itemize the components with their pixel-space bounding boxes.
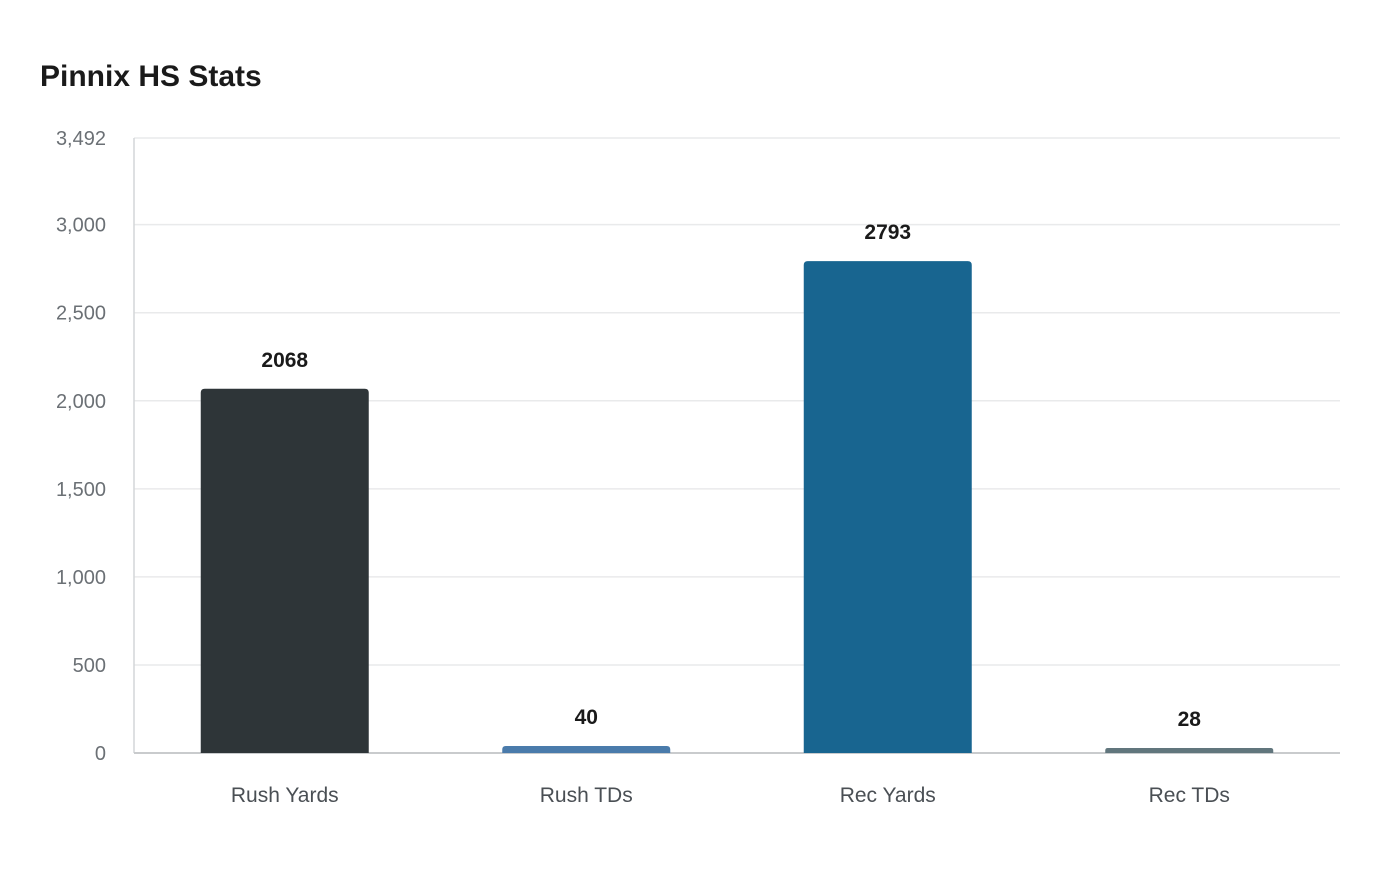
y-tick-label: 1,500 [56,479,106,501]
y-tick-label: 0 [95,743,106,765]
data-label: 28 [1178,708,1202,731]
x-tick-label: Rush Yards [231,784,339,807]
data-labels: 2068 40 2793 28 [261,221,1201,731]
x-axis-ticks: Rush Yards Rush TDs Rec Yards Rec TDs [231,784,1230,807]
data-label: 2793 [864,221,911,244]
data-label: 2068 [261,349,308,372]
y-tick-label: 3,492 [56,128,106,150]
y-tick-label: 1,000 [56,567,106,589]
x-tick-label: Rec TDs [1149,784,1230,807]
y-tick-label: 500 [73,655,106,677]
bars [200,261,1274,753]
y-tick-label: 2,000 [56,391,106,413]
y-tick-label: 2,500 [56,303,106,325]
bar-rush-tds[interactable] [502,745,671,753]
y-axis-ticks: 0 500 1,000 1,500 2,000 2,500 3,000 3,492 [56,128,106,765]
data-label: 40 [575,706,598,729]
bar-rush-yards[interactable] [200,388,369,753]
chart-title: Pinnix HS Stats [40,60,262,93]
y-tick-label: 3,000 [56,215,106,237]
bar-rec-yards[interactable] [803,261,972,753]
x-tick-label: Rush TDs [540,784,633,807]
x-tick-label: Rec Yards [840,784,936,807]
bar-rec-tds[interactable] [1105,748,1274,753]
